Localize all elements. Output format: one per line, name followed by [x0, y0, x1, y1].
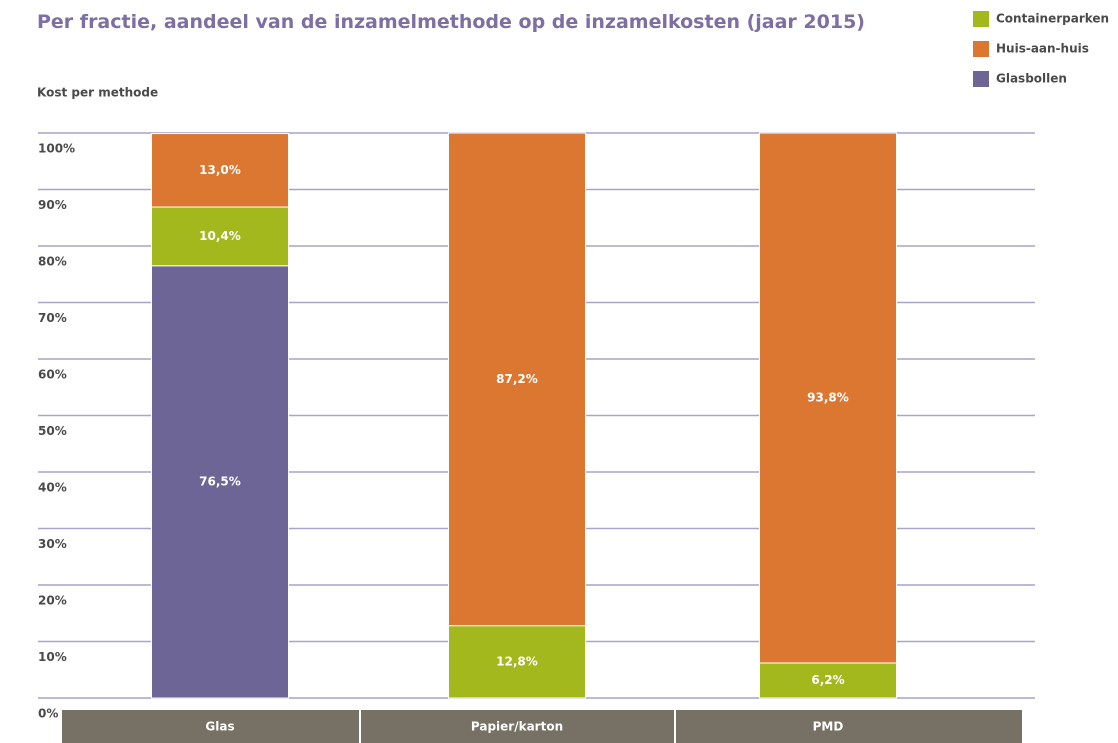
category-band [62, 710, 1022, 743]
y-tick-label: 50% [38, 424, 67, 438]
value-label: 12,8% [496, 654, 538, 668]
x-tick-label: Papier/karton [471, 720, 563, 734]
value-label: 87,2% [496, 372, 538, 386]
legend-swatch [973, 71, 989, 87]
x-tick-label: PMD [813, 720, 844, 734]
bar-segment [151, 265, 289, 699]
chart-title: Per fractie, aandeel van de inzamelmetho… [37, 11, 865, 33]
bar-segment [151, 206, 289, 267]
y-tick-label: 20% [38, 594, 67, 608]
y-tick-label: 0% [38, 707, 58, 721]
y-tick-label: 60% [38, 368, 67, 382]
value-label: 10,4% [199, 229, 241, 243]
y-tick-label: 70% [38, 311, 67, 325]
value-label: 6,2% [811, 673, 844, 687]
y-axis-label: Kost per methode [37, 86, 158, 100]
x-tick-label: Glas [205, 720, 234, 734]
bar-segment [151, 133, 289, 208]
legend-label: Glasbollen [996, 72, 1067, 86]
bar-segment [448, 132, 586, 627]
y-tick-label: 90% [38, 198, 67, 212]
y-tick-label: 80% [38, 255, 67, 269]
bar-segment [759, 662, 897, 699]
bar-segment [759, 132, 897, 664]
value-label: 76,5% [199, 474, 241, 488]
y-tick-label: 40% [38, 481, 67, 495]
y-tick-label: 30% [38, 537, 67, 551]
value-label: 13,0% [199, 163, 241, 177]
value-label: 93,8% [807, 390, 849, 404]
legend-label: Huis-aan-huis [996, 42, 1089, 56]
legend-swatch [973, 11, 989, 27]
y-tick-label: 10% [38, 650, 67, 664]
legend-swatch [973, 41, 989, 57]
legend-label: Containerparken [996, 12, 1109, 26]
y-tick-label: 100% [38, 142, 75, 156]
bar-segment [448, 625, 586, 699]
